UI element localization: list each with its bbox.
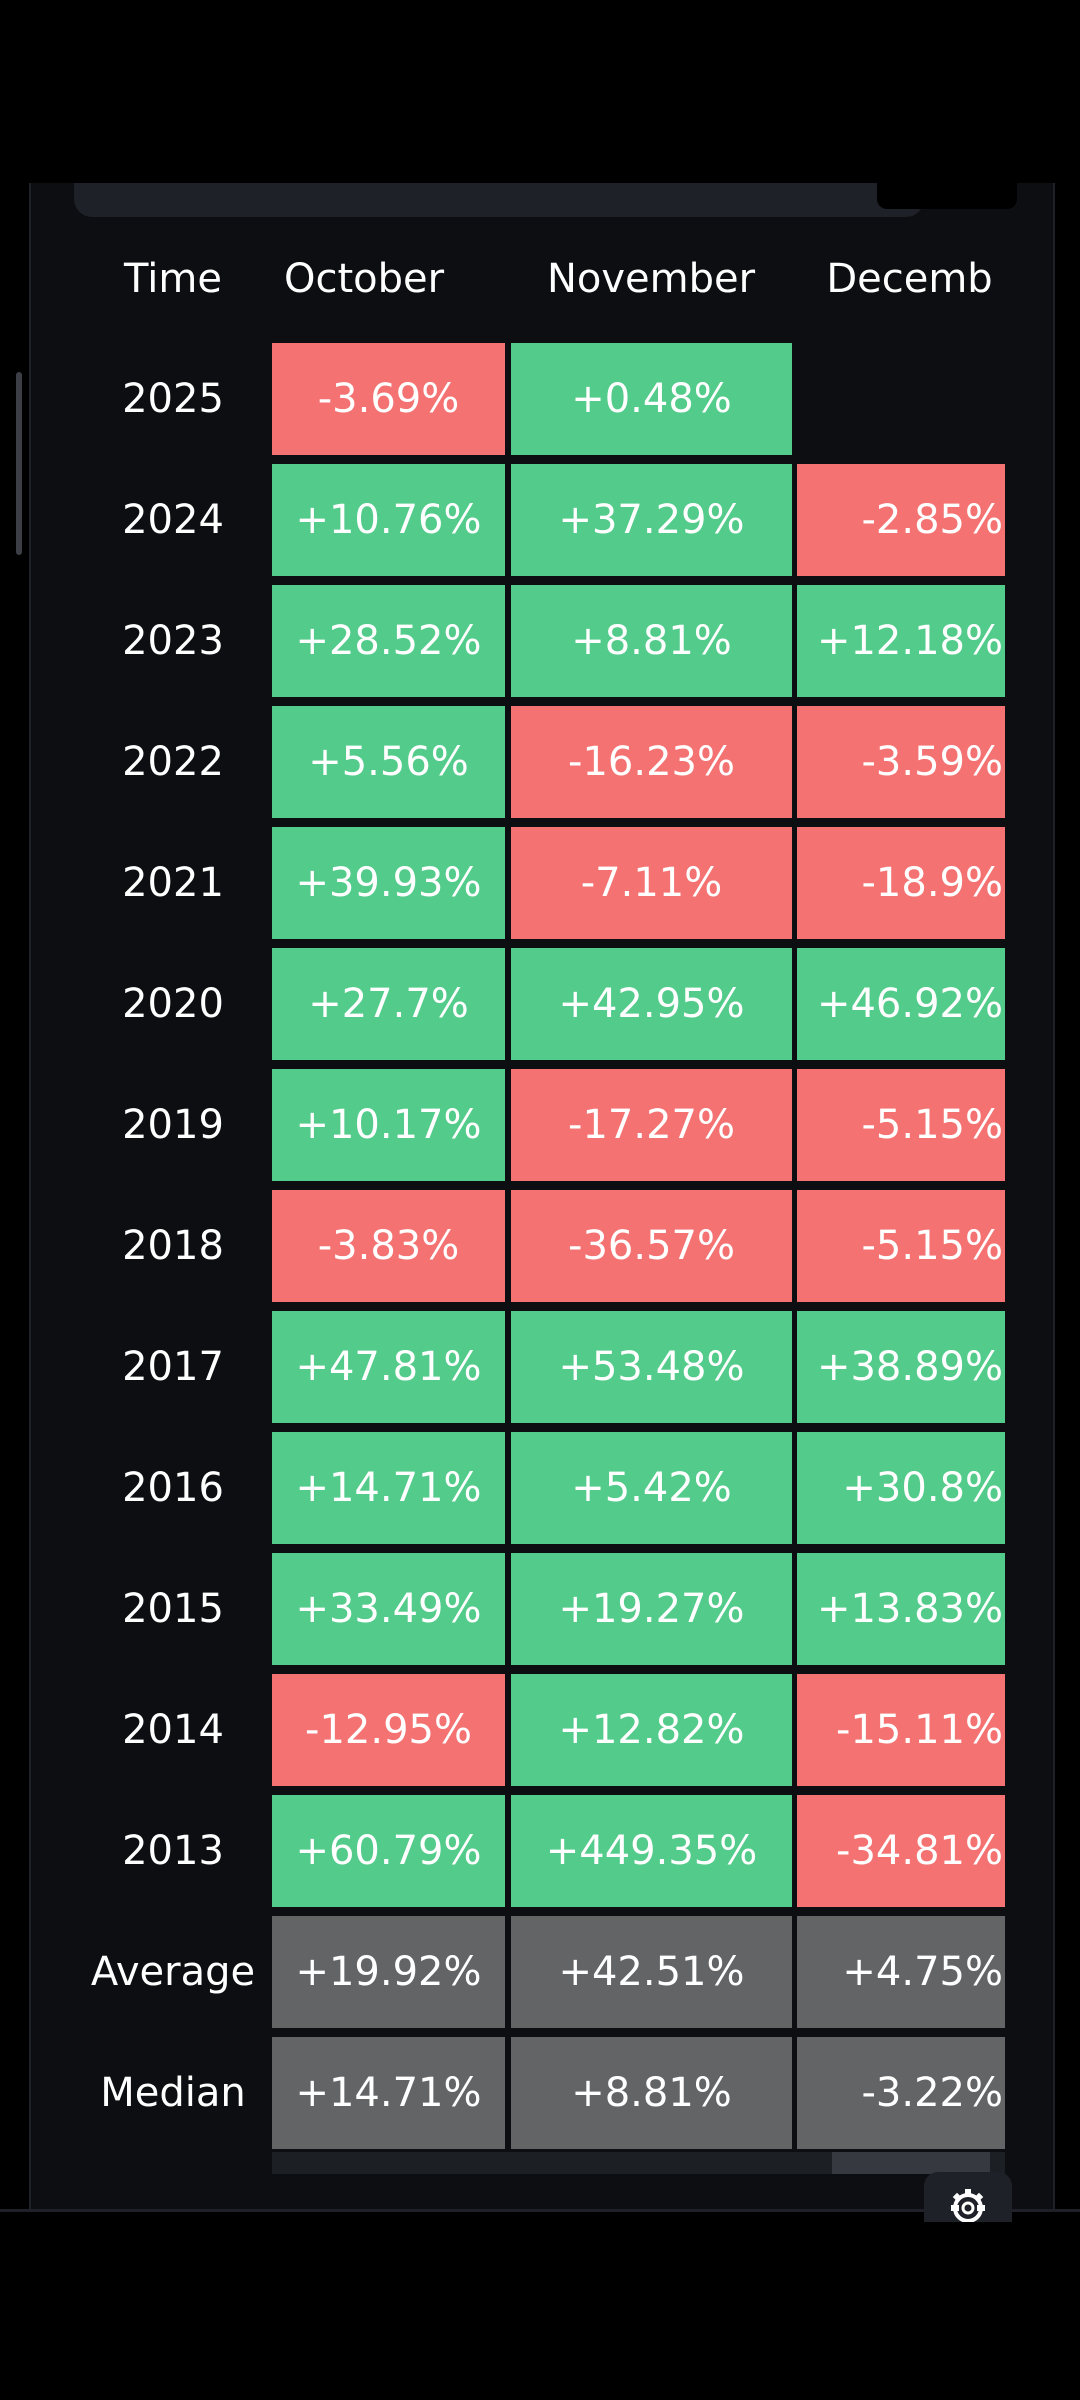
cell-2023-november: +8.81% [511,585,792,697]
cell-2021-november: -7.11% [511,827,792,939]
cell-2016-october: +14.71% [272,1432,505,1544]
cell-2013-december: -34.81% [797,1795,1005,1907]
cell-median-november: +8.81% [511,2037,792,2149]
cell-2013-november: +449.35% [511,1795,792,1907]
cell-median-december: -3.22% [797,2037,1005,2149]
cell-2023-october: +28.52% [272,585,505,697]
cell-average-october: +19.92% [272,1916,505,2028]
row-label-2021: 2021 [122,860,224,906]
row-label-2025: 2025 [122,376,224,422]
cell-2025-november: +0.48% [511,343,792,455]
cell-2024-december: -2.85% [797,464,1005,576]
row-label-2023: 2023 [122,618,224,664]
cell-2020-december: +46.92% [797,948,1005,1060]
cell-average-december: +4.75% [797,1916,1005,2028]
row-label-2014: 2014 [122,1707,224,1753]
settings-button[interactable] [924,2172,1012,2222]
row-label-2015: 2015 [122,1586,224,1632]
cell-2017-december: +38.89% [797,1311,1005,1423]
cell-2022-october: +5.56% [272,706,505,818]
row-label-2020: 2020 [122,981,224,1027]
row-label-2013: 2013 [122,1828,224,1874]
cell-2016-december: +30.8% [797,1432,1005,1544]
row-label-average: Average [90,1949,256,1995]
cell-2015-october: +33.49% [272,1553,505,1665]
cell-2017-november: +53.48% [511,1311,792,1423]
cell-2022-november: -16.23% [511,706,792,818]
column-header-december: Decemb [826,256,993,302]
cell-2018-october: -3.83% [272,1190,505,1302]
cell-2019-october: +10.17% [272,1069,505,1181]
cell-2024-november: +37.29% [511,464,792,576]
cell-2022-december: -3.59% [797,706,1005,818]
row-label-median: Median [100,2070,246,2116]
row-label-2019: 2019 [122,1102,224,1148]
edge-scroll-handle[interactable] [16,372,22,555]
cell-2020-october: +27.7% [272,948,505,1060]
cell-2014-october: -12.95% [272,1674,505,1786]
cell-2013-october: +60.79% [272,1795,505,1907]
horizontal-scrollbar-track[interactable] [272,2152,1005,2174]
cell-2025-december [797,343,1005,455]
cell-2020-november: +42.95% [511,948,792,1060]
cell-2023-december: +12.18% [797,585,1005,697]
row-label-2016: 2016 [122,1465,224,1511]
cell-2014-november: +12.82% [511,1674,792,1786]
panel-top-clip [29,183,1051,217]
column-header-time: Time [124,256,222,302]
cell-2016-november: +5.42% [511,1432,792,1544]
row-label-2022: 2022 [122,739,224,785]
cell-2015-december: +13.83% [797,1553,1005,1665]
cell-2018-november: -36.57% [511,1190,792,1302]
cell-2021-december: -18.9% [797,827,1005,939]
row-label-2024: 2024 [122,497,224,543]
cell-2017-october: +47.81% [272,1311,505,1423]
column-header-october: October [284,256,445,302]
header-action-button[interactable] [877,183,1017,209]
panel-bottom-border [0,2209,1080,2212]
row-label-2018: 2018 [122,1223,224,1269]
cell-2018-december: -5.15% [797,1190,1005,1302]
cell-2025-october: -3.69% [272,343,505,455]
header-controls-strip[interactable] [74,183,924,217]
row-label-2017: 2017 [122,1344,224,1390]
cell-2015-november: +19.27% [511,1553,792,1665]
cell-average-november: +42.51% [511,1916,792,2028]
horizontal-scrollbar-thumb[interactable] [832,2152,990,2174]
cell-2021-october: +39.93% [272,827,505,939]
cell-2014-december: -15.11% [797,1674,1005,1786]
column-header-november: November [546,256,756,302]
cell-2019-december: -5.15% [797,1069,1005,1181]
gear-icon [951,2189,985,2222]
cell-median-october: +14.71% [272,2037,505,2149]
cell-2019-november: -17.27% [511,1069,792,1181]
cell-2024-october: +10.76% [272,464,505,576]
